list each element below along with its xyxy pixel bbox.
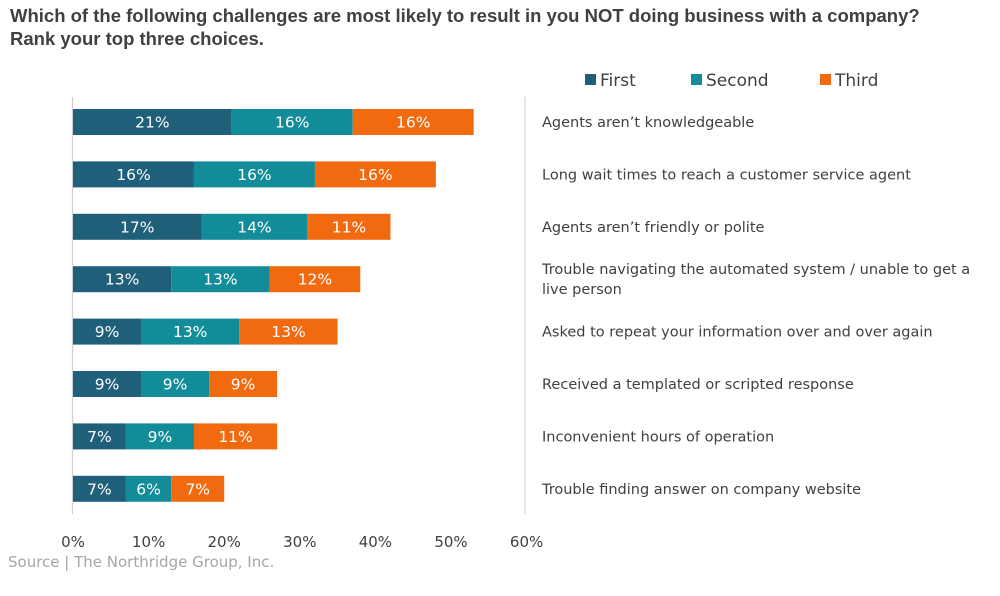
bar-first — [73, 423, 126, 450]
bar-third — [171, 475, 225, 502]
legend-swatch-first — [585, 74, 596, 85]
bar-value-label: 16% — [237, 166, 271, 184]
bar-value-label: 17% — [120, 218, 154, 236]
category-label: Long wait times to reach a customer serv… — [542, 167, 911, 183]
bar-second — [231, 109, 353, 135]
bar-first — [73, 266, 172, 293]
bar-value-label: 13% — [271, 323, 305, 341]
bar-value-label: 12% — [298, 271, 332, 289]
bar-value-label: 13% — [203, 271, 237, 289]
bar-first — [73, 371, 142, 397]
x-tick-label: 50% — [434, 533, 467, 551]
bar-third — [269, 266, 361, 293]
bar-value-label: 14% — [237, 218, 271, 236]
category-label-line: Asked to repeat your information over an… — [542, 325, 933, 341]
bar-third — [314, 161, 436, 188]
chart-title: Which of the following challenges are mo… — [10, 4, 995, 50]
x-tick-label: 30% — [283, 533, 316, 551]
bar-third — [209, 371, 278, 397]
bar-first — [73, 109, 232, 135]
source-note: Source | The Northridge Group, Inc. — [8, 553, 275, 571]
bar-third — [193, 423, 278, 450]
bar-second — [171, 266, 270, 293]
legend-item-first: First — [585, 71, 636, 91]
bar-first — [73, 475, 126, 502]
bar-value-label: 9% — [163, 376, 188, 394]
bar-value-label: 6% — [136, 480, 161, 498]
category-label: Trouble navigating the automated system … — [541, 262, 970, 298]
category-label: Agents aren’t knowledgeable — [542, 115, 754, 131]
x-tick-label: 10% — [132, 533, 165, 551]
x-tick-label: 40% — [359, 533, 392, 551]
bar-value-label: 11% — [218, 428, 252, 446]
bar-third — [239, 318, 338, 345]
bar-value-label: 9% — [95, 323, 120, 341]
x-tick-label: 0% — [61, 533, 85, 551]
chart-title-line-1: Which of the following challenges are mo… — [10, 5, 920, 26]
category-label: Received a templated or scripted respons… — [542, 377, 854, 393]
bar-value-label: 16% — [275, 114, 309, 132]
bar-value-label: 13% — [105, 271, 139, 289]
category-label-line: Trouble navigating the automated system … — [541, 262, 970, 278]
category-label: Inconvenient hours of operation — [542, 429, 774, 445]
legend-swatch-second — [691, 74, 702, 85]
category-label: Trouble finding answer on company websit… — [541, 482, 861, 498]
bar-value-label: 11% — [332, 218, 366, 236]
bar-value-label: 16% — [116, 166, 150, 184]
legend-label-first: First — [600, 71, 636, 91]
bar-value-label: 16% — [358, 166, 392, 184]
category-label-line: Long wait times to reach a customer serv… — [542, 167, 911, 183]
legend-item-third: Third — [820, 71, 878, 91]
bar-second — [201, 213, 308, 240]
bar-value-label: 7% — [87, 480, 112, 498]
bar-second — [125, 423, 194, 450]
legend-label-third: Third — [834, 71, 878, 91]
chart-title-line-2: Rank your top three choices. — [10, 28, 264, 49]
bar-second — [141, 371, 210, 397]
bar-value-label: 16% — [396, 114, 430, 132]
x-tick-label: 60% — [510, 533, 543, 551]
x-tick-label: 20% — [208, 533, 241, 551]
category-label: Agents aren’t friendly or polite — [542, 220, 765, 236]
bar-first — [73, 213, 202, 240]
bar-third — [352, 109, 474, 135]
category-label-line: Inconvenient hours of operation — [542, 429, 774, 445]
category-label: Asked to repeat your information over an… — [542, 325, 933, 341]
bar-value-label: 13% — [173, 323, 207, 341]
legend-item-second: Second — [691, 71, 769, 91]
bar-value-label: 21% — [135, 114, 169, 132]
bar-third — [307, 213, 391, 240]
bar-value-label: 7% — [185, 480, 210, 498]
bar-second — [125, 475, 172, 502]
legend-label-second: Second — [706, 71, 769, 91]
bar-first — [73, 161, 194, 188]
category-label-line: Agents aren’t knowledgeable — [542, 115, 754, 131]
bar-second — [141, 318, 240, 345]
legend-swatch-third — [820, 74, 831, 85]
category-label-line: Trouble finding answer on company websit… — [541, 482, 861, 498]
bar-value-label: 9% — [95, 376, 120, 394]
bar-value-label: 9% — [148, 428, 173, 446]
category-label-line: Received a templated or scripted respons… — [542, 377, 854, 393]
bar-value-label: 7% — [87, 428, 112, 446]
bar-first — [73, 318, 142, 345]
bar-second — [193, 161, 315, 188]
bar-value-label: 9% — [231, 376, 256, 394]
category-label-line: Agents aren’t friendly or polite — [542, 220, 765, 236]
category-label-line: live person — [542, 282, 622, 298]
